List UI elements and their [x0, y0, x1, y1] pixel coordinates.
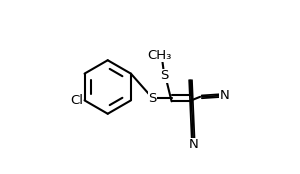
Text: S: S [148, 92, 157, 105]
Text: S: S [160, 69, 169, 82]
Text: N: N [220, 89, 230, 102]
Text: Cl: Cl [70, 94, 83, 107]
Text: CH₃: CH₃ [147, 49, 172, 62]
Text: N: N [188, 138, 198, 151]
